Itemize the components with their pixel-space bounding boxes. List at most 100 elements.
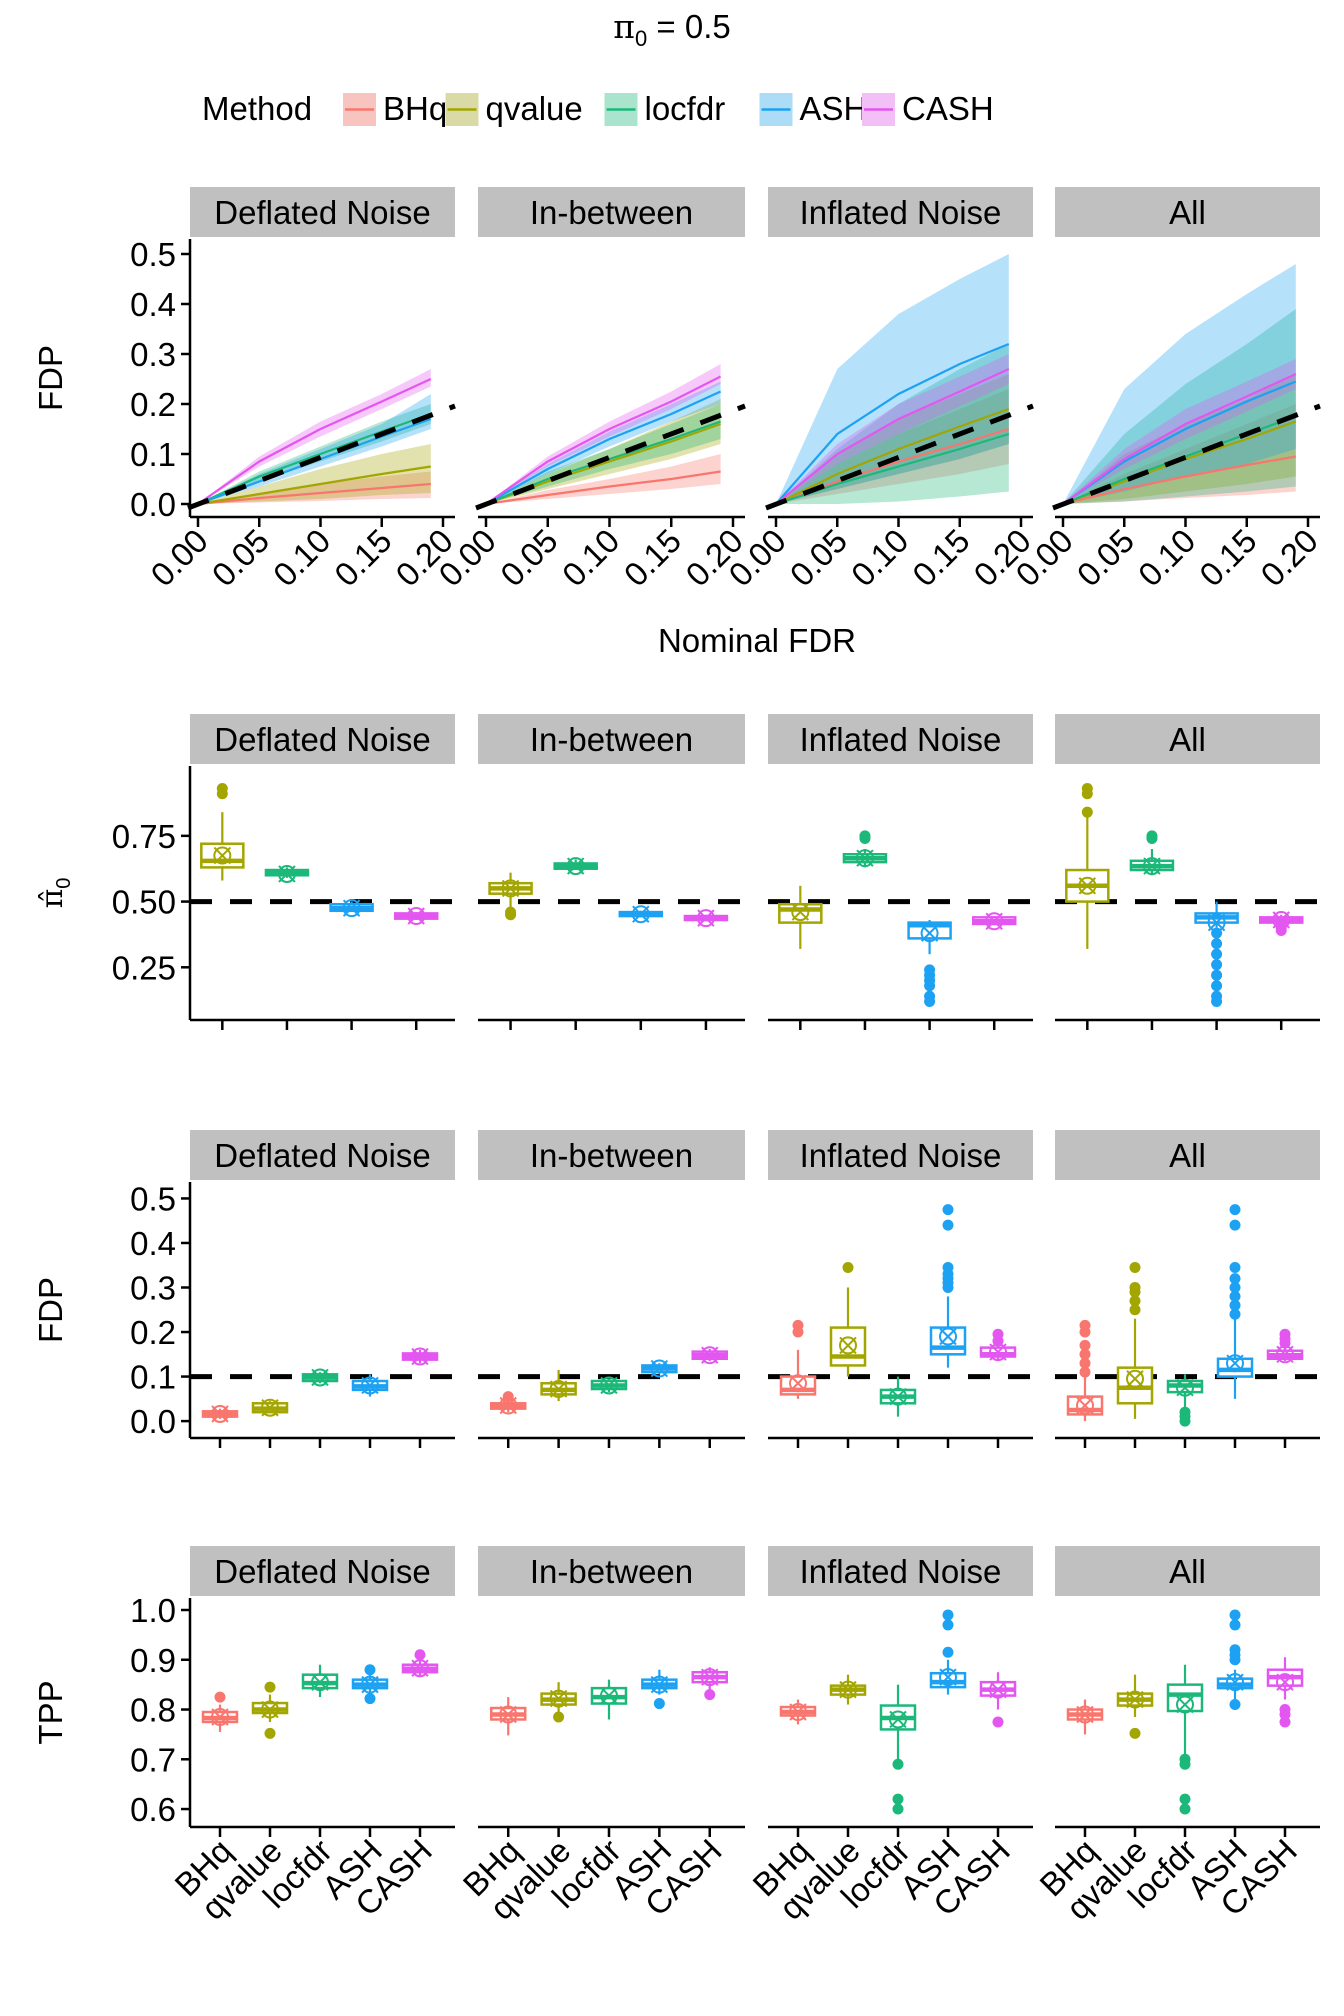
mean-marker-cross	[600, 1376, 618, 1395]
legend-item-cash: CASH	[862, 90, 994, 127]
x-tick-label: 0.10	[266, 522, 338, 594]
ribbon-cash	[486, 364, 721, 504]
ribbon-bhq	[1063, 404, 1296, 504]
outlier-point	[1079, 1319, 1091, 1331]
outlier-point	[792, 1319, 804, 1331]
mean-marker	[939, 1668, 957, 1687]
line-bhq	[197, 482, 431, 506]
mean-marker	[501, 879, 520, 898]
mean-marker	[361, 1376, 379, 1395]
outlier-point	[1211, 980, 1223, 992]
facet-strip-label: In-between	[530, 1137, 693, 1174]
outlier-point	[1079, 1348, 1091, 1360]
outlier-point	[1079, 1366, 1091, 1378]
mean-marker	[211, 1404, 229, 1423]
mean-marker-cross	[989, 1343, 1007, 1361]
mean-marker-cross	[856, 849, 874, 867]
mean-marker	[342, 899, 361, 918]
outlier-point	[1229, 1204, 1241, 1216]
y-tick-label: 0.1	[130, 436, 176, 473]
facet-strip: Deflated Noise	[190, 187, 455, 237]
box-bhq	[201, 1404, 239, 1423]
mean-marker-cross	[839, 1680, 857, 1699]
boxplot-panel	[1055, 783, 1320, 1030]
boxplot-panel	[478, 857, 745, 1030]
mean-marker-cross	[407, 907, 425, 925]
y-tick-label: 0.2	[130, 386, 176, 423]
outlier-point	[892, 1793, 904, 1805]
ribbon-ash	[198, 394, 431, 504]
outlier-point	[942, 1204, 954, 1216]
mean-marker-cross	[989, 1680, 1007, 1699]
mean-marker	[411, 1347, 429, 1366]
y-tick-label: 0.5	[130, 1180, 176, 1217]
outlier-point	[1229, 1699, 1241, 1711]
outlier-point	[1146, 830, 1158, 842]
line-cash	[197, 378, 432, 505]
mean-marker-cross	[889, 1387, 907, 1406]
mean-marker-cross	[361, 1376, 379, 1395]
outlier-point	[1229, 1282, 1241, 1294]
legend-label: qvalue	[486, 90, 583, 127]
facet-strip-label: Deflated Noise	[214, 1553, 430, 1590]
outlier-point	[553, 1711, 565, 1723]
outlier-point	[704, 1689, 716, 1701]
mean-marker-cross	[1176, 1695, 1194, 1714]
facet-strip: Deflated Noise	[190, 1130, 455, 1180]
y-tick-label: 0.9	[130, 1642, 176, 1679]
box-cash	[1258, 910, 1304, 936]
outlier-point	[1211, 938, 1223, 950]
facet-strip-background	[768, 1130, 1033, 1180]
y-axis-title: π̂0	[35, 878, 75, 909]
facet-strip: All	[1055, 1546, 1320, 1596]
facet-strip: In-between	[478, 187, 745, 237]
facet-strip-background	[478, 1546, 745, 1596]
box-cash	[691, 1346, 728, 1365]
outlier-point	[1211, 927, 1223, 939]
facet-strip: Inflated Noise	[768, 187, 1033, 237]
fdp-curve-panel: 0.000.050.100.150.20	[1008, 264, 1325, 593]
mean-marker	[985, 912, 1004, 931]
mean-marker-cross	[1176, 1378, 1194, 1397]
mean-marker	[211, 1707, 229, 1726]
facet-strip-background	[478, 187, 745, 237]
box-qvalue	[251, 1398, 289, 1417]
y-tick-label: 0.1	[130, 1359, 176, 1396]
facet-strip-background	[478, 714, 745, 764]
mean-marker	[889, 1387, 907, 1406]
mean-marker-cross	[261, 1700, 279, 1719]
mean-marker	[939, 1327, 957, 1346]
y-axis-title: FDP	[32, 345, 69, 411]
outlier-point	[1275, 922, 1287, 934]
outlier-point	[264, 1681, 276, 1693]
legend-item-bhq: BHq	[343, 90, 447, 127]
mean-marker	[920, 924, 939, 943]
mean-marker	[261, 1700, 279, 1719]
y-tick-label: 0.8	[130, 1692, 176, 1729]
outlier-point	[1229, 1219, 1241, 1231]
mean-marker	[631, 905, 650, 924]
facet-strip-label: All	[1169, 721, 1206, 758]
facet-strip-background	[1055, 1130, 1320, 1180]
facet-strip: All	[1055, 714, 1320, 764]
boxplot-panel	[478, 1346, 745, 1448]
outlier-point	[1179, 1753, 1191, 1765]
box-cash	[979, 1672, 1017, 1728]
x-tick-label: 0.00	[143, 522, 215, 594]
facet-strip-background	[190, 1130, 455, 1180]
box-qvalue	[1065, 783, 1110, 949]
outlier-point	[364, 1693, 376, 1705]
reference-line	[475, 403, 746, 511]
mean-marker	[700, 1668, 719, 1687]
box-ash	[618, 905, 664, 924]
mean-marker	[1126, 1369, 1144, 1388]
outlier-point	[505, 906, 517, 918]
outlier-point	[992, 1716, 1004, 1728]
outlier-point	[1229, 1261, 1241, 1273]
facet-strip-background	[1055, 714, 1320, 764]
line-cash	[775, 368, 1010, 505]
facet-strip: Deflated Noise	[190, 1546, 455, 1596]
box-locfdr	[842, 830, 888, 868]
x-axis-title: Nominal FDR	[658, 622, 856, 659]
